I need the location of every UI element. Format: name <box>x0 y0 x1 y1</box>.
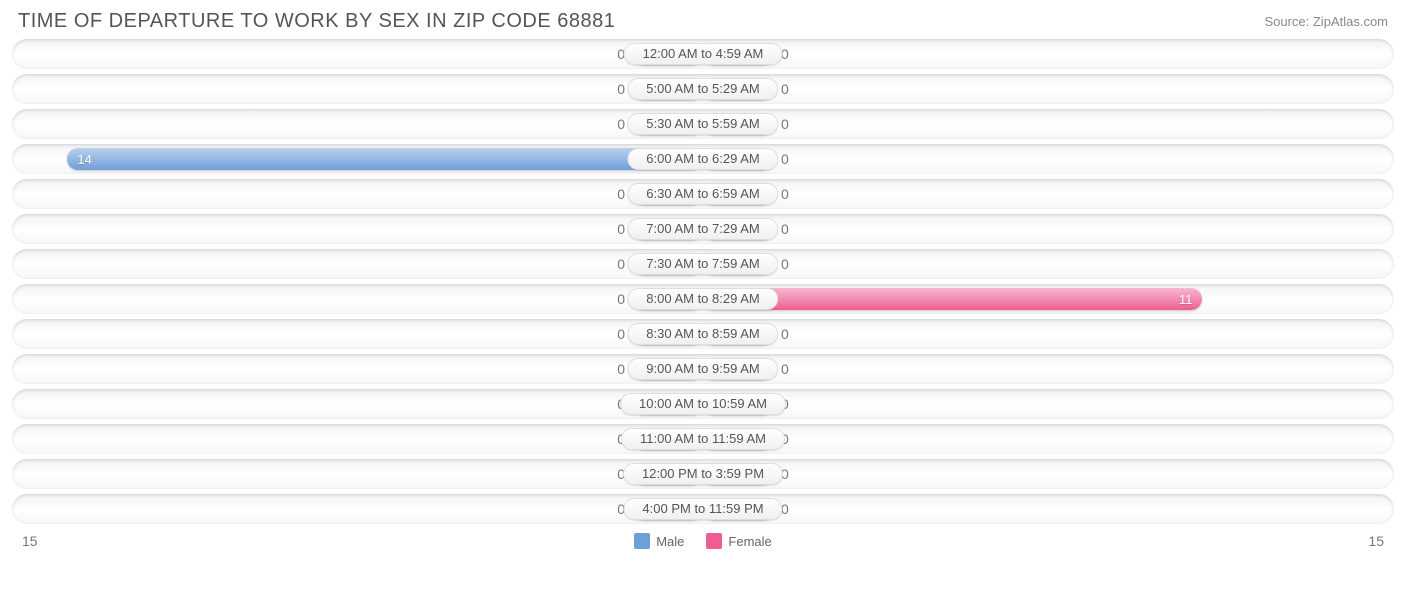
legend-swatch-female <box>706 533 722 549</box>
chart-row: 0012:00 AM to 4:59 AM <box>12 39 1394 69</box>
row-label: 12:00 PM to 3:59 PM <box>623 463 783 485</box>
chart-source: Source: ZipAtlas.com <box>1264 14 1388 29</box>
chart-area: 0012:00 AM to 4:59 AM005:00 AM to 5:29 A… <box>0 39 1406 524</box>
row-label: 6:00 AM to 6:29 AM <box>627 148 778 170</box>
male-half: 0 <box>12 354 703 384</box>
row-label: 11:00 AM to 11:59 AM <box>621 428 785 450</box>
female-half: 0 <box>703 319 1394 349</box>
row-label: 7:00 AM to 7:29 AM <box>627 218 778 240</box>
male-half: 0 <box>12 459 703 489</box>
axis-left-max: 15 <box>22 533 38 549</box>
chart-row: 14 06:00 AM to 6:29 AM <box>12 144 1394 174</box>
male-value: 14 <box>77 152 91 167</box>
chart-title: TIME OF DEPARTURE TO WORK BY SEX IN ZIP … <box>18 10 615 33</box>
female-half: 0 <box>703 144 1394 174</box>
legend-label-female: Female <box>728 534 771 549</box>
legend: Male Female <box>634 533 772 549</box>
legend-item-male: Male <box>634 533 684 549</box>
chart-row: 0 11 8:00 AM to 8:29 AM <box>12 284 1394 314</box>
female-half: 0 <box>703 109 1394 139</box>
male-half: 0 <box>12 179 703 209</box>
female-value: 11 <box>1179 292 1193 307</box>
row-label: 8:00 AM to 8:29 AM <box>627 288 778 310</box>
axis-right-max: 15 <box>1368 533 1384 549</box>
male-half: 0 <box>12 74 703 104</box>
male-half: 0 <box>12 249 703 279</box>
legend-item-female: Female <box>706 533 771 549</box>
chart-row: 005:30 AM to 5:59 AM <box>12 109 1394 139</box>
male-half: 0 <box>12 214 703 244</box>
female-half: 0 <box>703 39 1394 69</box>
chart-row: 007:30 AM to 7:59 AM <box>12 249 1394 279</box>
chart-header: TIME OF DEPARTURE TO WORK BY SEX IN ZIP … <box>0 0 1406 39</box>
row-label: 7:30 AM to 7:59 AM <box>627 253 778 275</box>
male-half: 14 <box>12 144 703 174</box>
row-label: 4:00 PM to 11:59 PM <box>623 498 782 520</box>
chart-row: 009:00 AM to 9:59 AM <box>12 354 1394 384</box>
male-half: 0 <box>12 284 703 314</box>
chart-footer: 15 Male Female 15 <box>0 529 1406 549</box>
female-half: 0 <box>703 459 1394 489</box>
chart-row: 006:30 AM to 6:59 AM <box>12 179 1394 209</box>
row-label: 8:30 AM to 8:59 AM <box>627 323 778 345</box>
chart-row: 0012:00 PM to 3:59 PM <box>12 459 1394 489</box>
female-half: 0 <box>703 74 1394 104</box>
female-half: 0 <box>703 249 1394 279</box>
chart-row: 008:30 AM to 8:59 AM <box>12 319 1394 349</box>
chart-row: 004:00 PM to 11:59 PM <box>12 494 1394 524</box>
female-half: 0 <box>703 179 1394 209</box>
chart-row: 0010:00 AM to 10:59 AM <box>12 389 1394 419</box>
female-half: 11 <box>703 284 1394 314</box>
row-label: 5:30 AM to 5:59 AM <box>627 113 778 135</box>
row-label: 5:00 AM to 5:29 AM <box>627 78 778 100</box>
row-label: 10:00 AM to 10:59 AM <box>620 393 786 415</box>
legend-label-male: Male <box>656 534 684 549</box>
male-half: 0 <box>12 319 703 349</box>
male-half: 0 <box>12 424 703 454</box>
female-half: 0 <box>703 389 1394 419</box>
male-half: 0 <box>12 39 703 69</box>
row-label: 12:00 AM to 4:59 AM <box>624 43 783 65</box>
male-bar: 14 <box>67 148 703 170</box>
row-label: 9:00 AM to 9:59 AM <box>627 358 778 380</box>
male-half: 0 <box>12 109 703 139</box>
female-half: 0 <box>703 214 1394 244</box>
female-half: 0 <box>703 354 1394 384</box>
row-label: 6:30 AM to 6:59 AM <box>627 183 778 205</box>
chart-row: 007:00 AM to 7:29 AM <box>12 214 1394 244</box>
male-half: 0 <box>12 494 703 524</box>
female-half: 0 <box>703 494 1394 524</box>
legend-swatch-male <box>634 533 650 549</box>
chart-row: 005:00 AM to 5:29 AM <box>12 74 1394 104</box>
female-half: 0 <box>703 424 1394 454</box>
chart-row: 0011:00 AM to 11:59 AM <box>12 424 1394 454</box>
male-half: 0 <box>12 389 703 419</box>
